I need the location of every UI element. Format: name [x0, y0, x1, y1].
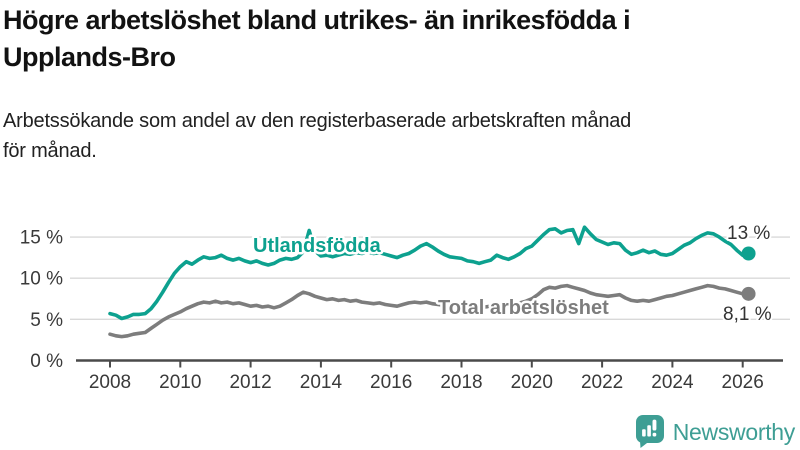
- x-tick-label: 2008: [89, 372, 131, 393]
- series-end-dot: [741, 246, 756, 261]
- x-tick-label: 2024: [651, 372, 694, 393]
- x-tick-label: 2014: [300, 372, 343, 393]
- series-line-utlandsf-dda: [108, 225, 751, 321]
- page-title: Högre arbetslöshet bland utrikes- än inr…: [3, 5, 631, 72]
- x-tick-label: 2022: [581, 372, 623, 393]
- y-tick-label: 5 %: [30, 310, 63, 331]
- x-tick-label: 2016: [370, 372, 412, 393]
- x-tick-label: 2012: [229, 372, 271, 393]
- newsworthy-speech-bubble-bar-chart-icon: [635, 415, 664, 448]
- page-subtitle: Arbetssökande som andel av den registerb…: [3, 110, 632, 162]
- series-end-value-label: 8,1 %: [723, 304, 772, 325]
- series-label: Total arbetslöshet: [438, 297, 609, 319]
- series-label: Utlandsfödda: [253, 235, 382, 257]
- x-tick-label: 2018: [440, 372, 482, 393]
- newsworthy-logo-text: Newsworthy: [672, 418, 796, 445]
- series-end-value-label: 13 %: [727, 223, 770, 244]
- y-tick-label: 0 %: [30, 351, 63, 372]
- newsworthy-logo: Newsworthy: [635, 415, 796, 449]
- x-tick-label: 2010: [159, 372, 201, 393]
- series-end-dot: [741, 286, 756, 301]
- y-tick-label: 15 %: [20, 228, 63, 249]
- x-tick-label: 2020: [511, 372, 553, 393]
- y-tick-label: 10 %: [20, 269, 63, 290]
- x-tick-label: 2026: [722, 372, 764, 393]
- header: Högre arbetslöshet bland utrikes- än inr…: [0, 2, 800, 166]
- series-line-total-arbetsl-shet: [108, 283, 751, 339]
